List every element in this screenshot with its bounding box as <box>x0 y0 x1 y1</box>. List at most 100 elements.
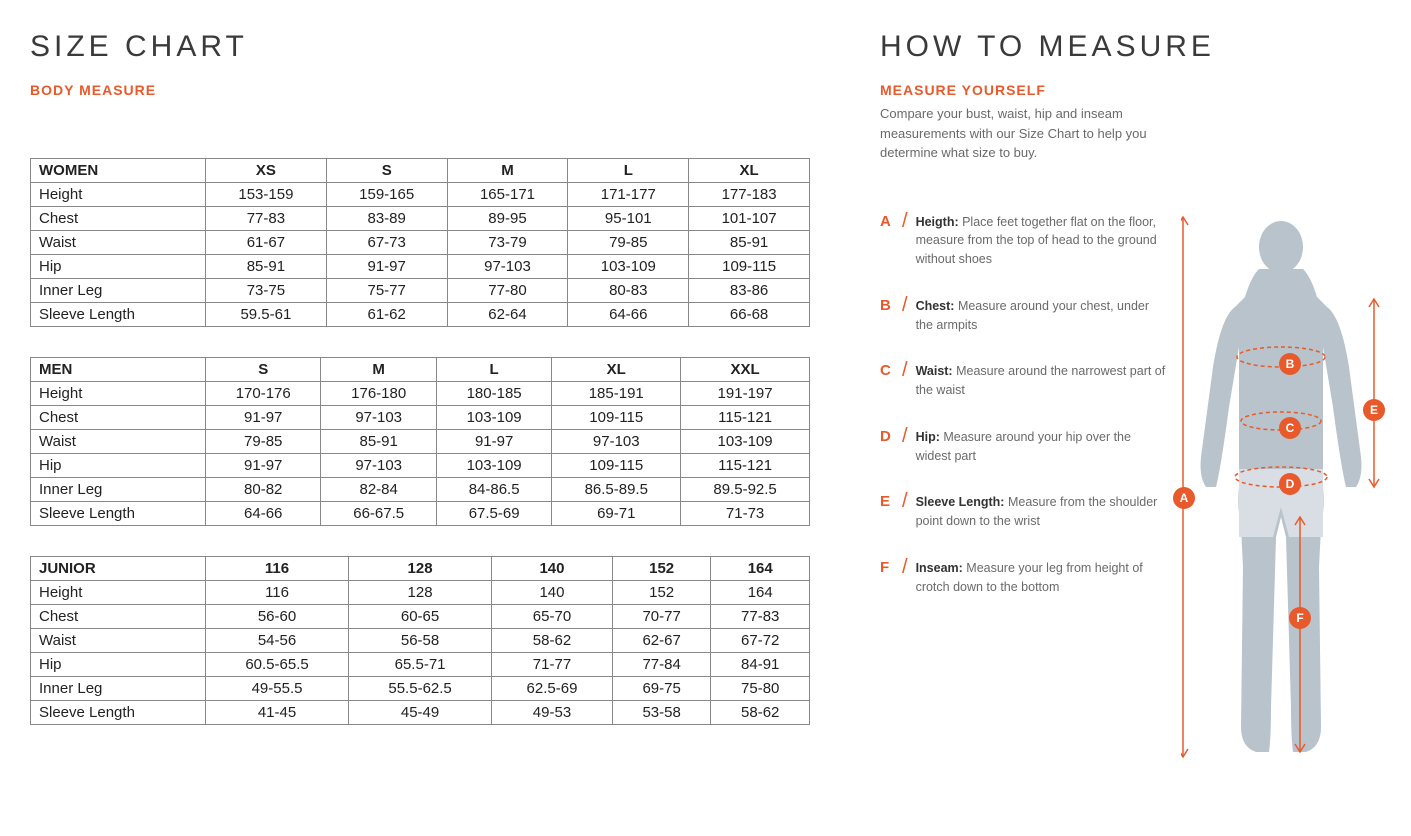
cell-value: 91-97 <box>206 406 321 430</box>
cell-value: 103-109 <box>436 454 551 478</box>
cell-value: 53-58 <box>612 701 711 725</box>
subtitle-left: BODY MEASURE <box>30 82 810 98</box>
column-header: L <box>436 358 551 382</box>
cell-value: 75-80 <box>711 677 810 701</box>
cell-value: 71-77 <box>492 653 613 677</box>
cell-value: 109-115 <box>552 454 681 478</box>
slash-icon: / <box>902 490 908 513</box>
cell-value: 152 <box>612 581 711 605</box>
cell-value: 97-103 <box>321 454 436 478</box>
cell-value: 128 <box>349 581 492 605</box>
cell-value: 67-72 <box>711 629 810 653</box>
cell-value: 77-83 <box>206 207 327 231</box>
table-row: Waist61-6767-7373-7979-8585-91 <box>31 231 810 255</box>
cell-value: 66-68 <box>689 303 810 327</box>
measure-letter: B <box>880 297 900 314</box>
cell-value: 77-83 <box>711 605 810 629</box>
cell-value: 75-77 <box>326 279 447 303</box>
size-chart-page: SIZE CHART BODY MEASURE WOMENXSSMLXLHeig… <box>30 30 1381 767</box>
cell-value: 101-107 <box>689 207 810 231</box>
cell-value: 73-79 <box>447 231 568 255</box>
slash-icon: / <box>902 294 908 317</box>
cell-value: 103-109 <box>568 255 689 279</box>
cell-value: 79-85 <box>206 430 321 454</box>
cell-value: 61-67 <box>206 231 327 255</box>
cell-value: 84-91 <box>711 653 810 677</box>
table-row: Waist54-5656-5858-6262-6767-72 <box>31 629 810 653</box>
cell-value: 82-84 <box>321 478 436 502</box>
table-row: Chest91-9797-103103-109109-115115-121 <box>31 406 810 430</box>
cell-value: 103-109 <box>681 430 810 454</box>
cell-value: 85-91 <box>321 430 436 454</box>
column-header: XL <box>689 159 810 183</box>
cell-value: 191-197 <box>681 382 810 406</box>
measure-letter: E <box>880 493 900 510</box>
cell-value: 58-62 <box>492 629 613 653</box>
cell-value: 55.5-62.5 <box>349 677 492 701</box>
cell-value: 115-121 <box>681 406 810 430</box>
body-figure: ABCDEF <box>1181 207 1381 767</box>
cell-value: 62.5-69 <box>492 677 613 701</box>
cell-value: 64-66 <box>206 502 321 526</box>
cell-value: 89-95 <box>447 207 568 231</box>
instructions-list: A/Heigth: Place feet together flat on th… <box>880 207 1166 625</box>
cell-value: 71-73 <box>681 502 810 526</box>
cell-value: 85-91 <box>689 231 810 255</box>
size-table: MENSMLXLXXLHeight170-176176-180180-18518… <box>30 357 810 526</box>
column-header: 140 <box>492 557 613 581</box>
column-header: S <box>326 159 447 183</box>
row-label: Height <box>31 183 206 207</box>
cell-value: 176-180 <box>321 382 436 406</box>
cell-value: 180-185 <box>436 382 551 406</box>
cell-value: 67-73 <box>326 231 447 255</box>
table-row: Hip85-9191-9797-103103-109109-115 <box>31 255 810 279</box>
cell-value: 60.5-65.5 <box>206 653 349 677</box>
measure-instruction: E/ Sleeve Length: Measure from the should… <box>880 493 1166 531</box>
figure-badge: D <box>1279 473 1301 495</box>
row-label: Height <box>31 581 206 605</box>
table-row: Sleeve Length64-6666-67.567.5-6969-7171-… <box>31 502 810 526</box>
cell-value: 140 <box>492 581 613 605</box>
cell-value: 80-83 <box>568 279 689 303</box>
measure-instruction: B/Chest: Measure around your chest, unde… <box>880 297 1166 335</box>
cell-value: 84-86.5 <box>436 478 551 502</box>
row-label: Inner Leg <box>31 478 206 502</box>
size-table: JUNIOR116128140152164Height1161281401521… <box>30 556 810 725</box>
cell-value: 62-64 <box>447 303 568 327</box>
table-row: Hip60.5-65.565.5-7171-7777-8484-91 <box>31 653 810 677</box>
cell-value: 64-66 <box>568 303 689 327</box>
cell-value: 185-191 <box>552 382 681 406</box>
size-chart-column: SIZE CHART BODY MEASURE WOMENXSSMLXLHeig… <box>30 30 810 767</box>
table-row: Chest77-8383-8989-9595-101101-107 <box>31 207 810 231</box>
cell-value: 91-97 <box>436 430 551 454</box>
cell-value: 65.5-71 <box>349 653 492 677</box>
cell-value: 89.5-92.5 <box>681 478 810 502</box>
table-row: Inner Leg49-55.555.5-62.562.5-6969-7575-… <box>31 677 810 701</box>
measure-instruction: C/Waist: Measure around the narrowest pa… <box>880 362 1166 400</box>
measure-instruction: D/Hip: Measure around your hip over the … <box>880 428 1166 466</box>
cell-value: 62-67 <box>612 629 711 653</box>
cell-value: 91-97 <box>206 454 321 478</box>
column-header: L <box>568 159 689 183</box>
row-label: Sleeve Length <box>31 303 206 327</box>
cell-value: 177-183 <box>689 183 810 207</box>
slash-icon: / <box>902 359 908 382</box>
cell-value: 41-45 <box>206 701 349 725</box>
measure-text: Heigth: Place feet together flat on the … <box>916 213 1166 269</box>
measure-text: Sleeve Length: Measure from the shoulder… <box>916 493 1166 531</box>
cell-value: 65-70 <box>492 605 613 629</box>
cell-value: 83-89 <box>326 207 447 231</box>
cell-value: 95-101 <box>568 207 689 231</box>
column-header: 164 <box>711 557 810 581</box>
cell-value: 56-60 <box>206 605 349 629</box>
cell-value: 171-177 <box>568 183 689 207</box>
table-row: Height116128140152164 <box>31 581 810 605</box>
figure-badge: B <box>1279 353 1301 375</box>
cell-value: 97-103 <box>447 255 568 279</box>
cell-value: 109-115 <box>689 255 810 279</box>
column-header: M <box>321 358 436 382</box>
table-row: Chest56-6060-6565-7070-7777-83 <box>31 605 810 629</box>
cell-value: 77-84 <box>612 653 711 677</box>
table-row: Inner Leg80-8282-8484-86.586.5-89.589.5-… <box>31 478 810 502</box>
row-label: Chest <box>31 406 206 430</box>
